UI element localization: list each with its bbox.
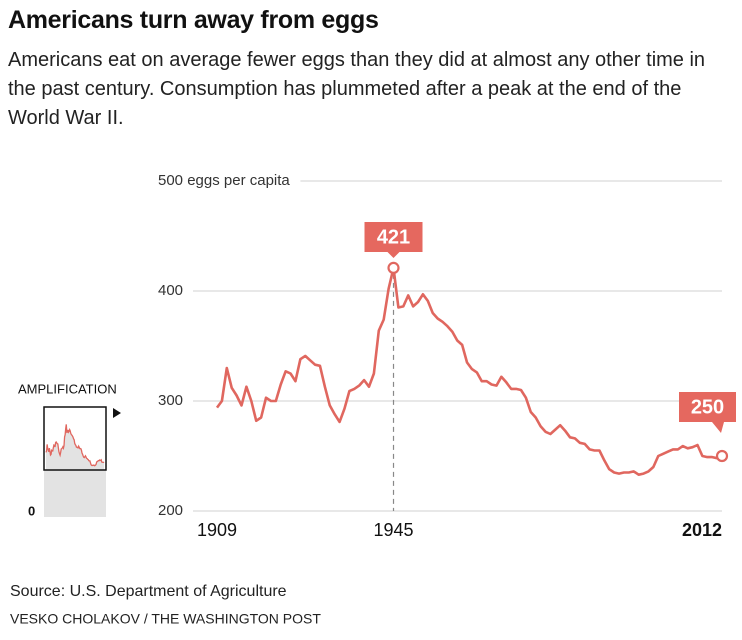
- point-marker: [715, 449, 729, 463]
- inset-frame: [43, 406, 107, 471]
- x-tick-label: 2012: [682, 520, 722, 540]
- callout-pointer: [387, 252, 400, 258]
- callout-label: 421: [377, 226, 410, 248]
- data-line: [215, 266, 723, 477]
- x-tick-label: 1945: [373, 520, 413, 540]
- credit: VESKO CHOLAKOV / THE WASHINGTON POST: [10, 611, 321, 627]
- x-tick-label: 1909: [197, 520, 237, 540]
- inset-arrow: [113, 408, 121, 418]
- y-tick-label: 200: [158, 502, 183, 519]
- source: Source: U.S. Department of Agriculture: [10, 583, 287, 600]
- chart-subtitle: Americans eat on average fewer eggs than…: [8, 49, 706, 129]
- callout-box: [679, 392, 736, 422]
- callout-pointer: [712, 422, 724, 433]
- callout-box: [364, 222, 423, 252]
- point-marker: [387, 261, 400, 274]
- inset-zero-label: 0: [28, 503, 35, 518]
- y-tick-label: 400: [158, 282, 183, 299]
- inset-line: [45, 424, 105, 467]
- y-tick-label: 300: [158, 392, 183, 409]
- chart-title: Americans turn away from eggs: [8, 6, 379, 34]
- y-tick-label: 500 eggs per capita: [158, 172, 290, 189]
- callout-label: 250: [691, 396, 724, 418]
- inset-label: AMPLIFICATION: [18, 381, 117, 396]
